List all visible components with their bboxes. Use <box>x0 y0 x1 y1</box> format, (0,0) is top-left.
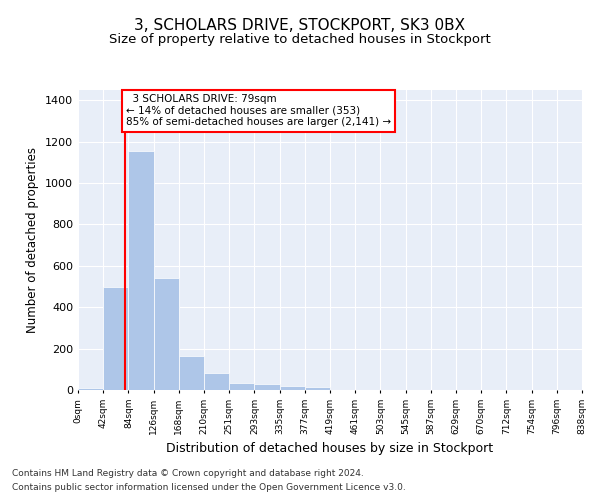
Bar <box>204 373 229 390</box>
Bar <box>78 388 103 390</box>
Bar <box>280 386 305 390</box>
Text: Size of property relative to detached houses in Stockport: Size of property relative to detached ho… <box>109 32 491 46</box>
Bar <box>154 278 179 390</box>
Bar <box>254 384 280 390</box>
Text: 3, SCHOLARS DRIVE, STOCKPORT, SK3 0BX: 3, SCHOLARS DRIVE, STOCKPORT, SK3 0BX <box>134 18 466 32</box>
Text: Contains public sector information licensed under the Open Government Licence v3: Contains public sector information licen… <box>12 484 406 492</box>
Bar <box>305 387 330 390</box>
Bar <box>229 383 254 390</box>
Text: Contains HM Land Registry data © Crown copyright and database right 2024.: Contains HM Land Registry data © Crown c… <box>12 468 364 477</box>
Y-axis label: Number of detached properties: Number of detached properties <box>26 147 40 333</box>
X-axis label: Distribution of detached houses by size in Stockport: Distribution of detached houses by size … <box>166 442 494 456</box>
Bar <box>128 151 154 390</box>
Bar <box>179 356 204 390</box>
Text: 3 SCHOLARS DRIVE: 79sqm
← 14% of detached houses are smaller (353)
85% of semi-d: 3 SCHOLARS DRIVE: 79sqm ← 14% of detache… <box>126 94 391 128</box>
Bar <box>103 286 128 390</box>
